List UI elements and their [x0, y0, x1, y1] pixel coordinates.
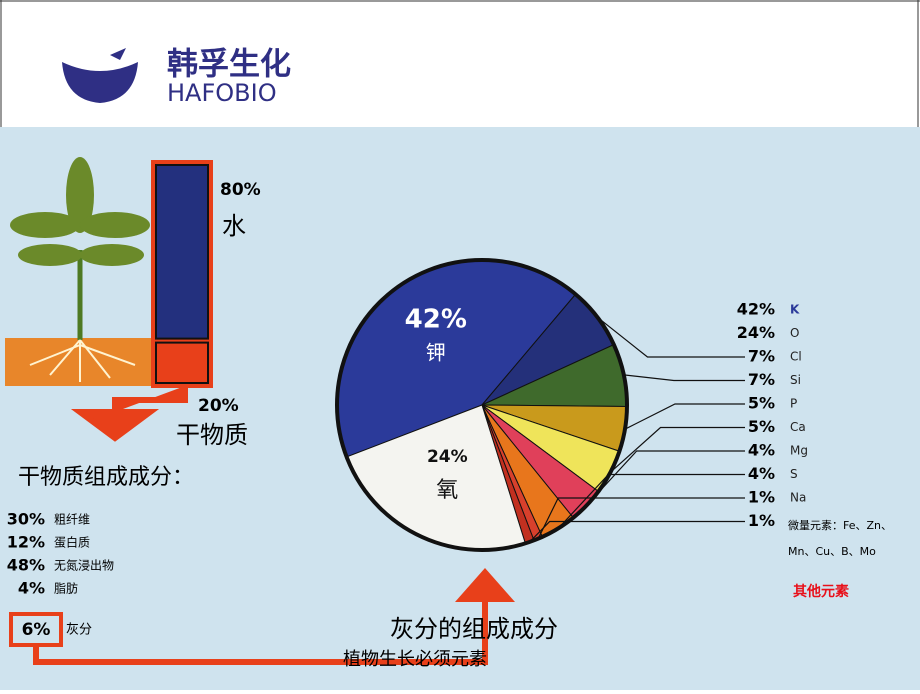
- other-elements-note: 其他元素: [793, 583, 849, 600]
- legend-symbol: Si: [790, 373, 801, 387]
- legend-pct: 4%: [748, 441, 775, 460]
- leader-line: [529, 520, 745, 543]
- water-label: 水: [222, 212, 246, 240]
- slice-name: 钾: [426, 340, 446, 364]
- leaf: [80, 244, 144, 266]
- legend-pct: 5%: [748, 417, 775, 436]
- leader-line: [610, 426, 745, 473]
- ash-connector: [33, 600, 488, 665]
- logo-mark: [62, 62, 138, 103]
- ash-arrow: [455, 568, 515, 602]
- legend-symbol: Mg: [790, 444, 808, 458]
- footer: 植物生长必须元素: [343, 649, 487, 670]
- dry-pct: 20%: [198, 396, 239, 416]
- bar-segment: [155, 341, 209, 385]
- legend-pct: 1%: [748, 488, 775, 507]
- leader-line: [597, 316, 745, 358]
- item-pct: 48%: [7, 556, 45, 575]
- leader-line: [586, 450, 745, 506]
- leader-line: [557, 473, 745, 529]
- pie-title: 灰分的组成成分: [390, 615, 558, 643]
- ash-label: 灰分: [66, 623, 92, 638]
- logo-mark: [110, 48, 126, 60]
- legend-symbol: Cl: [790, 350, 802, 364]
- ash-box: [9, 612, 63, 647]
- leader-line: [624, 403, 745, 430]
- water-pct: 80%: [220, 180, 261, 200]
- slice-name: 氧: [436, 478, 458, 503]
- legend-symbol: Na: [790, 491, 806, 505]
- plant: [5, 157, 153, 386]
- leader-line: [623, 374, 745, 382]
- logo-cn: 韩孚生化: [167, 47, 291, 83]
- legend-pct: 42%: [737, 300, 775, 319]
- legend-symbol: 微量元素：Fe、Zn、Mn、Cu、B、Mo: [788, 518, 892, 558]
- roots: [29, 339, 136, 382]
- legend-pct: 7%: [748, 370, 775, 389]
- legend-symbol: S: [790, 467, 798, 481]
- leaf: [10, 212, 80, 238]
- logo-en: HAFOBIO: [167, 79, 277, 107]
- legend-symbol: O: [790, 326, 799, 340]
- item-label: 无氮浸出物: [54, 558, 114, 573]
- leader-line: [537, 497, 745, 539]
- legend-pct: 1%: [748, 511, 775, 530]
- bar-segment: [155, 164, 209, 340]
- item-label: 脂肪: [54, 581, 78, 596]
- legend-symbol-box: 微量元素：Fe、Zn、Mn、Cu、B、Mo: [788, 518, 892, 558]
- pie-outline: [335, 258, 629, 552]
- item-label: 蛋白质: [54, 535, 90, 550]
- legend-symbol: Ca: [790, 420, 806, 434]
- item-pct: 12%: [7, 533, 45, 552]
- slice-pct: 24%: [427, 447, 468, 467]
- item-label: 粗纤维: [54, 513, 90, 527]
- legend-pct: 24%: [737, 323, 775, 342]
- slice-pct: 42%: [405, 304, 467, 334]
- dry-matter-title: 干物质组成成分：: [18, 465, 194, 490]
- dry-label: 干物质: [176, 421, 248, 449]
- dry-matter-arrow: [70, 386, 188, 442]
- legend-pct: 4%: [748, 464, 775, 483]
- leaf: [80, 212, 150, 238]
- leaf: [66, 157, 94, 233]
- leaf: [18, 244, 82, 266]
- legend-symbol: P: [790, 397, 797, 411]
- legend-pct: 5%: [748, 394, 775, 413]
- item-pct: 4%: [18, 579, 45, 598]
- legend-symbol: K: [790, 303, 800, 317]
- ash-pct: 6%: [22, 620, 51, 640]
- item-pct: 30%: [7, 510, 45, 529]
- legend-pct: 7%: [748, 347, 775, 366]
